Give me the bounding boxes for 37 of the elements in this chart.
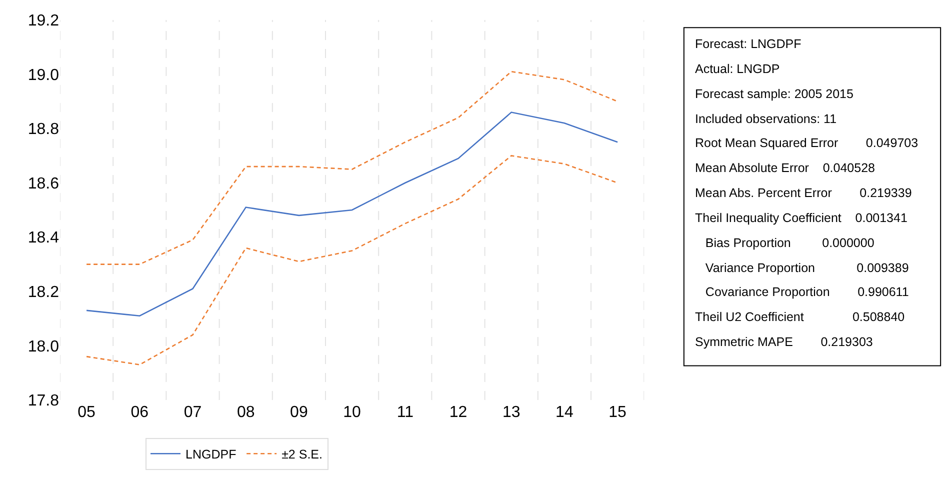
y-tick-label: 18.8 [28,121,60,138]
text: Included observations: 11 [695,112,837,126]
x-tick-label: 06 [130,404,149,421]
x-tick-label: 08 [236,404,255,421]
y-tick-label: 18.6 [28,175,60,192]
text: Theil U2 Coefficient 0.508840 [695,310,905,324]
text: Root Mean Squared Error 0.049703 [695,136,918,150]
y-tick-label: 19.0 [28,66,60,84]
x-tick-label: 05 [78,404,96,421]
line-series [86,70,618,265]
text: Symmetric MAPE 0.219303 [695,335,873,349]
text: Variance Proportion 0.009389 [695,261,909,275]
text: Covariance Proportion 0.990611 [695,285,909,299]
y-tick-label: 18.2 [28,284,60,302]
x-tick-label: 10 [343,404,362,421]
x-tick-label: 07 [184,404,202,421]
text: Theil Inequality Coefficient 0.001341 [695,211,908,225]
line-series [86,112,618,317]
text: Forecast sample: 2005 2015 [695,87,854,101]
text: Bias Proportion 0.000000 [695,236,874,250]
legend-label: LNGDPF [186,448,237,462]
text: Mean Absolute Error 0.040528 [695,161,876,175]
text: Mean Abs. Percent Error 0.219339 [695,186,912,200]
x-tick-label: 12 [449,404,468,421]
text: Actual: LNGDP [695,62,780,76]
x-tick-label: 13 [502,404,520,421]
x-tick-label: 14 [556,404,574,421]
y-tick-label: 19.2 [28,12,60,30]
y-tick-label: 18.0 [28,338,60,356]
text: Forecast: LNGDPF [695,37,802,51]
y-tick-label: 17.8 [28,392,60,410]
x-tick-label: 15 [608,404,627,421]
x-tick-label: 11 [396,404,414,421]
line-series [86,155,618,366]
legend-label: ±2 S.E. [282,448,322,462]
y-tick-label: 18.4 [28,230,60,247]
x-tick-label: 09 [290,404,308,421]
